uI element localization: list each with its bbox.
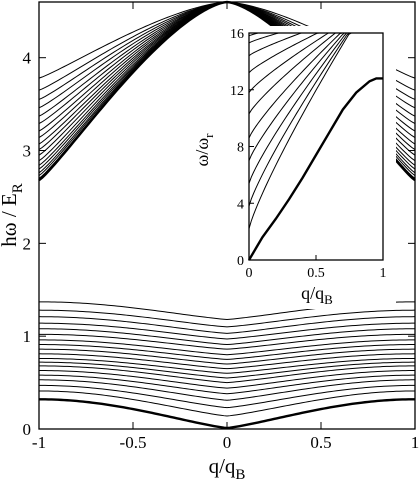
lower-band-curve: [38, 348, 416, 365]
inset-axis-ticks: 0 0.5 1 0 4 8 12 16: [230, 27, 387, 281]
lower-band-curve: [38, 357, 416, 374]
lower-band-curve: [38, 374, 416, 395]
y-tick-label: 4: [23, 49, 32, 68]
x-tick-label: 0: [223, 433, 232, 452]
inset-lowest-band-curve: [247, 77, 383, 261]
y-tick-label: 0: [23, 420, 32, 439]
inset-y-tick-label: 16: [230, 27, 244, 42]
inset-y-tick-label: 12: [230, 84, 244, 99]
lower-band-curve: [38, 316, 416, 334]
x-tick-label: 0.5: [310, 433, 331, 452]
lower-band-curve: [38, 379, 416, 401]
lower-band-curve: [38, 390, 416, 417]
lower-band-curve: [39, 322, 415, 340]
lower-band-curve: [38, 309, 416, 328]
inset-x-tick-label: 0.5: [307, 266, 325, 281]
lower-band-curve: [38, 353, 416, 370]
y-tick-label: 3: [23, 142, 32, 161]
inset-y-tick-label: 0: [237, 254, 244, 269]
lower-band-curve: [38, 365, 416, 384]
main-x-axis-label-subscript: B: [235, 467, 245, 483]
inset-y-tick-label: 8: [237, 141, 244, 156]
main-y-axis-label-subscript: R: [10, 183, 26, 193]
main-x-axis-label: q/qB: [209, 454, 246, 483]
lower-band-curve: [39, 344, 415, 360]
inset-x-tick-label: 1: [380, 266, 387, 281]
x-tick-label: -1: [32, 433, 46, 452]
lower-band-curve: [38, 370, 416, 389]
inset-x-axis-label: q/qB: [301, 283, 333, 307]
inset-y-axis-label: ω/ωr: [192, 133, 216, 167]
y-tick-label: 1: [23, 327, 32, 346]
inset-plot: 0 0.5 1 0 4 8 12 16 q/qB ω/ωr: [191, 26, 396, 309]
lower-band-curve: [39, 328, 415, 346]
inset-y-tick-label: 4: [237, 197, 244, 212]
lower-band-curve: [39, 333, 415, 350]
y-tick-label: 2: [23, 234, 32, 253]
lower-band-curve: [39, 339, 415, 356]
inset-y-axis-label-subscript: r: [201, 133, 216, 138]
inset-x-axis-label-subscript: B: [324, 292, 333, 307]
x-tick-label: 1: [411, 433, 420, 452]
x-tick-label: -0.5: [120, 433, 147, 452]
lower-band-curve: [39, 361, 415, 379]
inset-x-tick-label: 0: [246, 266, 253, 281]
inset-background: [191, 26, 396, 309]
main-y-axis-label: hω / ER: [0, 183, 26, 247]
lower-band-curve: [38, 384, 416, 409]
